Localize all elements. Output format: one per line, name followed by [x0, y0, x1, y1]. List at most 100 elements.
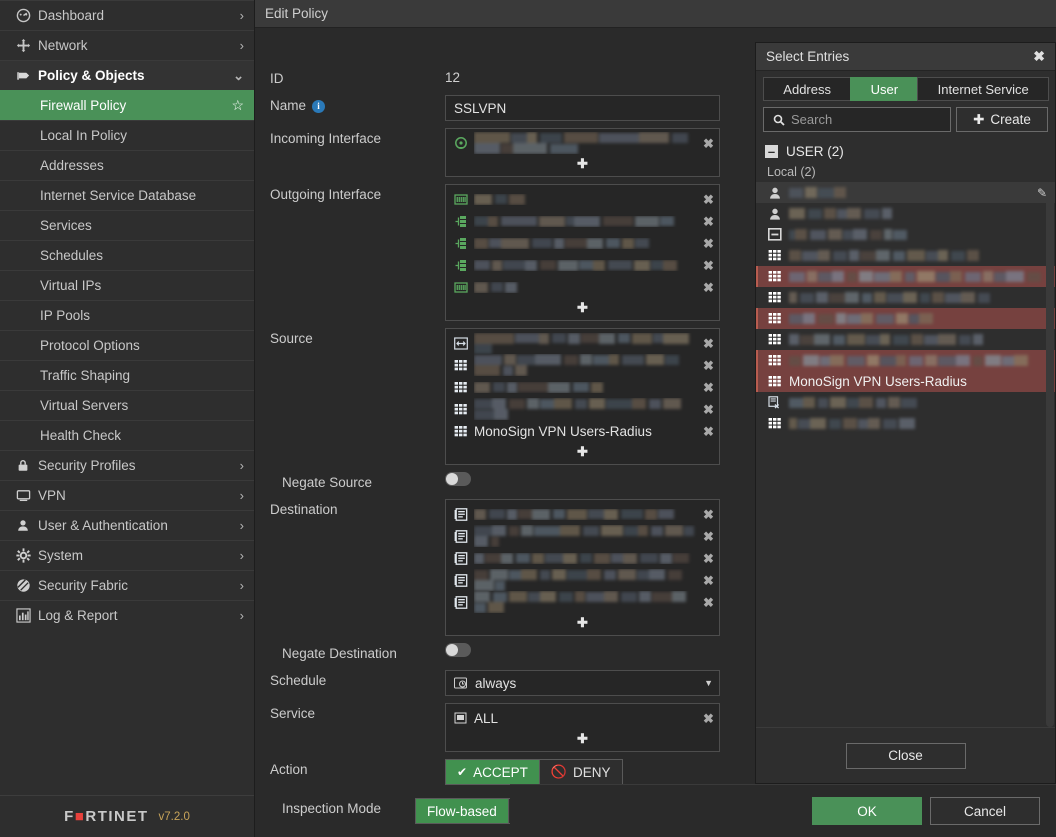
- add-entry-button[interactable]: ✚: [577, 615, 588, 630]
- list-item[interactable]: [756, 350, 1055, 371]
- remove-entry-icon[interactable]: ✖: [703, 550, 714, 566]
- sidebar-item-system[interactable]: System ›: [0, 540, 254, 570]
- name-input[interactable]: [445, 95, 720, 121]
- minus-box-icon[interactable]: –: [765, 145, 778, 158]
- field-entry[interactable]: ✖: [446, 332, 719, 354]
- sidebar-item-virtual-servers[interactable]: Virtual Servers: [0, 390, 254, 420]
- action-deny-button[interactable]: 🚫 DENY: [539, 760, 622, 784]
- entries-list[interactable]: ✎ MonoSign VPN Users-Radius: [756, 182, 1055, 727]
- field-entry[interactable]: ✖: [446, 188, 719, 210]
- destination-box[interactable]: ✖ ✖ ✖ ✖ ✖ ✚: [445, 499, 720, 636]
- remove-entry-icon[interactable]: ✖: [703, 235, 714, 251]
- remove-entry-icon[interactable]: ✖: [703, 379, 714, 395]
- field-entry[interactable]: ✖: [446, 254, 719, 276]
- close-button[interactable]: Close: [845, 742, 966, 769]
- list-item[interactable]: [756, 413, 1055, 434]
- list-item[interactable]: [756, 203, 1055, 224]
- remove-entry-icon[interactable]: ✖: [703, 135, 714, 151]
- list-item[interactable]: [756, 266, 1055, 287]
- favorite-star-icon[interactable]: ☆: [231, 96, 244, 113]
- field-entry[interactable]: ✖: [446, 525, 719, 547]
- field-entry[interactable]: ✖: [446, 276, 719, 298]
- info-icon[interactable]: i: [312, 99, 326, 113]
- sidebar-item-network[interactable]: Network ›: [0, 30, 254, 60]
- remove-entry-icon[interactable]: ✖: [703, 191, 714, 207]
- tab-address[interactable]: Address: [763, 77, 852, 101]
- list-item[interactable]: [756, 329, 1055, 350]
- sidebar-item-security-profiles[interactable]: Security Profiles ›: [0, 450, 254, 480]
- list-item[interactable]: [756, 392, 1055, 413]
- remove-entry-icon[interactable]: ✖: [703, 528, 714, 544]
- incoming-interface-box[interactable]: ✖ ✚: [445, 128, 720, 177]
- sidebar-item-ip-pools[interactable]: IP Pools: [0, 300, 254, 330]
- remove-entry-icon[interactable]: ✖: [703, 279, 714, 295]
- field-entry[interactable]: ✖: [446, 569, 719, 591]
- remove-entry-icon[interactable]: ✖: [703, 572, 714, 588]
- sidebar-item-traffic-shaping[interactable]: Traffic Shaping: [0, 360, 254, 390]
- list-item[interactable]: ✎: [756, 182, 1055, 203]
- panel-scrollbar[interactable]: [1046, 182, 1054, 727]
- sidebar-item-services[interactable]: Services: [0, 210, 254, 240]
- remove-entry-icon[interactable]: ✖: [703, 401, 714, 417]
- group-header[interactable]: – USER (2): [756, 138, 1055, 163]
- list-item[interactable]: MonoSign VPN Users-Radius: [756, 371, 1055, 392]
- field-entry[interactable]: ✖: [446, 232, 719, 254]
- sidebar-item-health-check[interactable]: Health Check: [0, 420, 254, 450]
- service-entry[interactable]: ALL ✖: [446, 707, 719, 729]
- sidebar-item-firewall-policy[interactable]: Firewall Policy ☆: [0, 90, 254, 120]
- sidebar-item-virtual-ips[interactable]: Virtual IPs: [0, 270, 254, 300]
- list-item[interactable]: [756, 224, 1055, 245]
- remove-entry-icon[interactable]: ✖: [703, 213, 714, 229]
- sidebar-item-user-authentication[interactable]: User & Authentication ›: [0, 510, 254, 540]
- sidebar-item-security-fabric[interactable]: Security Fabric ›: [0, 570, 254, 600]
- field-entry[interactable]: ✖: [446, 591, 719, 613]
- sidebar-item-policy-objects[interactable]: Policy & Objects ⌄: [0, 60, 254, 90]
- sidebar-item-dashboard[interactable]: Dashboard ›: [0, 0, 254, 30]
- cancel-button[interactable]: Cancel: [930, 797, 1040, 825]
- tab-user[interactable]: User: [850, 77, 919, 101]
- tab-internet-service[interactable]: Internet Service: [917, 77, 1049, 101]
- field-entry[interactable]: MonoSign VPN Users-Radius ✖: [446, 420, 719, 442]
- sidebar-item-vpn[interactable]: VPN ›: [0, 480, 254, 510]
- list-item[interactable]: [756, 287, 1055, 308]
- remove-entry-icon[interactable]: ✖: [703, 357, 714, 373]
- inspection-flow-button[interactable]: Flow-based: [416, 799, 509, 823]
- remove-service-icon[interactable]: ✖: [703, 710, 714, 726]
- sidebar-item-local-in-policy[interactable]: Local In Policy: [0, 120, 254, 150]
- schedule-select[interactable]: always ▼: [445, 670, 720, 696]
- field-entry[interactable]: ✖: [446, 547, 719, 569]
- add-service-button[interactable]: ✚: [577, 731, 588, 746]
- sidebar-item-protocol-options[interactable]: Protocol Options: [0, 330, 254, 360]
- search-input[interactable]: Search: [763, 107, 951, 132]
- field-entry[interactable]: ✖: [446, 398, 719, 420]
- sidebar-item-log-report[interactable]: Log & Report ›: [0, 600, 254, 630]
- field-entry[interactable]: ✖: [446, 376, 719, 398]
- source-box[interactable]: ✖ ✖ ✖ ✖ MonoSign VPN Users-Radius ✖ ✚: [445, 328, 720, 465]
- field-entry[interactable]: ✖: [446, 354, 719, 376]
- field-entry[interactable]: ✖: [446, 132, 719, 154]
- outgoing-interface-box[interactable]: ✖ ✖ ✖ ✖ ✖ ✚: [445, 184, 720, 321]
- add-entry-button[interactable]: ✚: [577, 300, 588, 315]
- remove-entry-icon[interactable]: ✖: [703, 423, 714, 439]
- sidebar-item-schedules[interactable]: Schedules: [0, 240, 254, 270]
- remove-entry-icon[interactable]: ✖: [703, 594, 714, 610]
- remove-entry-icon[interactable]: ✖: [703, 506, 714, 522]
- remove-entry-icon[interactable]: ✖: [703, 257, 714, 273]
- action-accept-button[interactable]: ✔ ACCEPT: [446, 760, 540, 784]
- field-entry[interactable]: ✖: [446, 210, 719, 232]
- list-item[interactable]: [756, 308, 1055, 329]
- field-entry[interactable]: ✖: [446, 503, 719, 525]
- negate-destination-toggle[interactable]: [445, 643, 471, 657]
- service-box[interactable]: ALL ✖ ✚: [445, 703, 720, 752]
- remove-entry-icon[interactable]: ✖: [703, 335, 714, 351]
- add-entry-button[interactable]: ✚: [577, 444, 588, 459]
- edit-pencil-icon[interactable]: ✎: [1036, 185, 1047, 200]
- ok-button[interactable]: OK: [812, 797, 922, 825]
- sidebar-item-internet-service-database[interactable]: Internet Service Database: [0, 180, 254, 210]
- close-icon[interactable]: ✖: [1033, 48, 1045, 64]
- add-entry-button[interactable]: ✚: [577, 156, 588, 171]
- list-item[interactable]: [756, 245, 1055, 266]
- create-button[interactable]: ✚ Create: [956, 107, 1048, 132]
- sidebar-item-addresses[interactable]: Addresses: [0, 150, 254, 180]
- negate-source-toggle[interactable]: [445, 472, 471, 486]
